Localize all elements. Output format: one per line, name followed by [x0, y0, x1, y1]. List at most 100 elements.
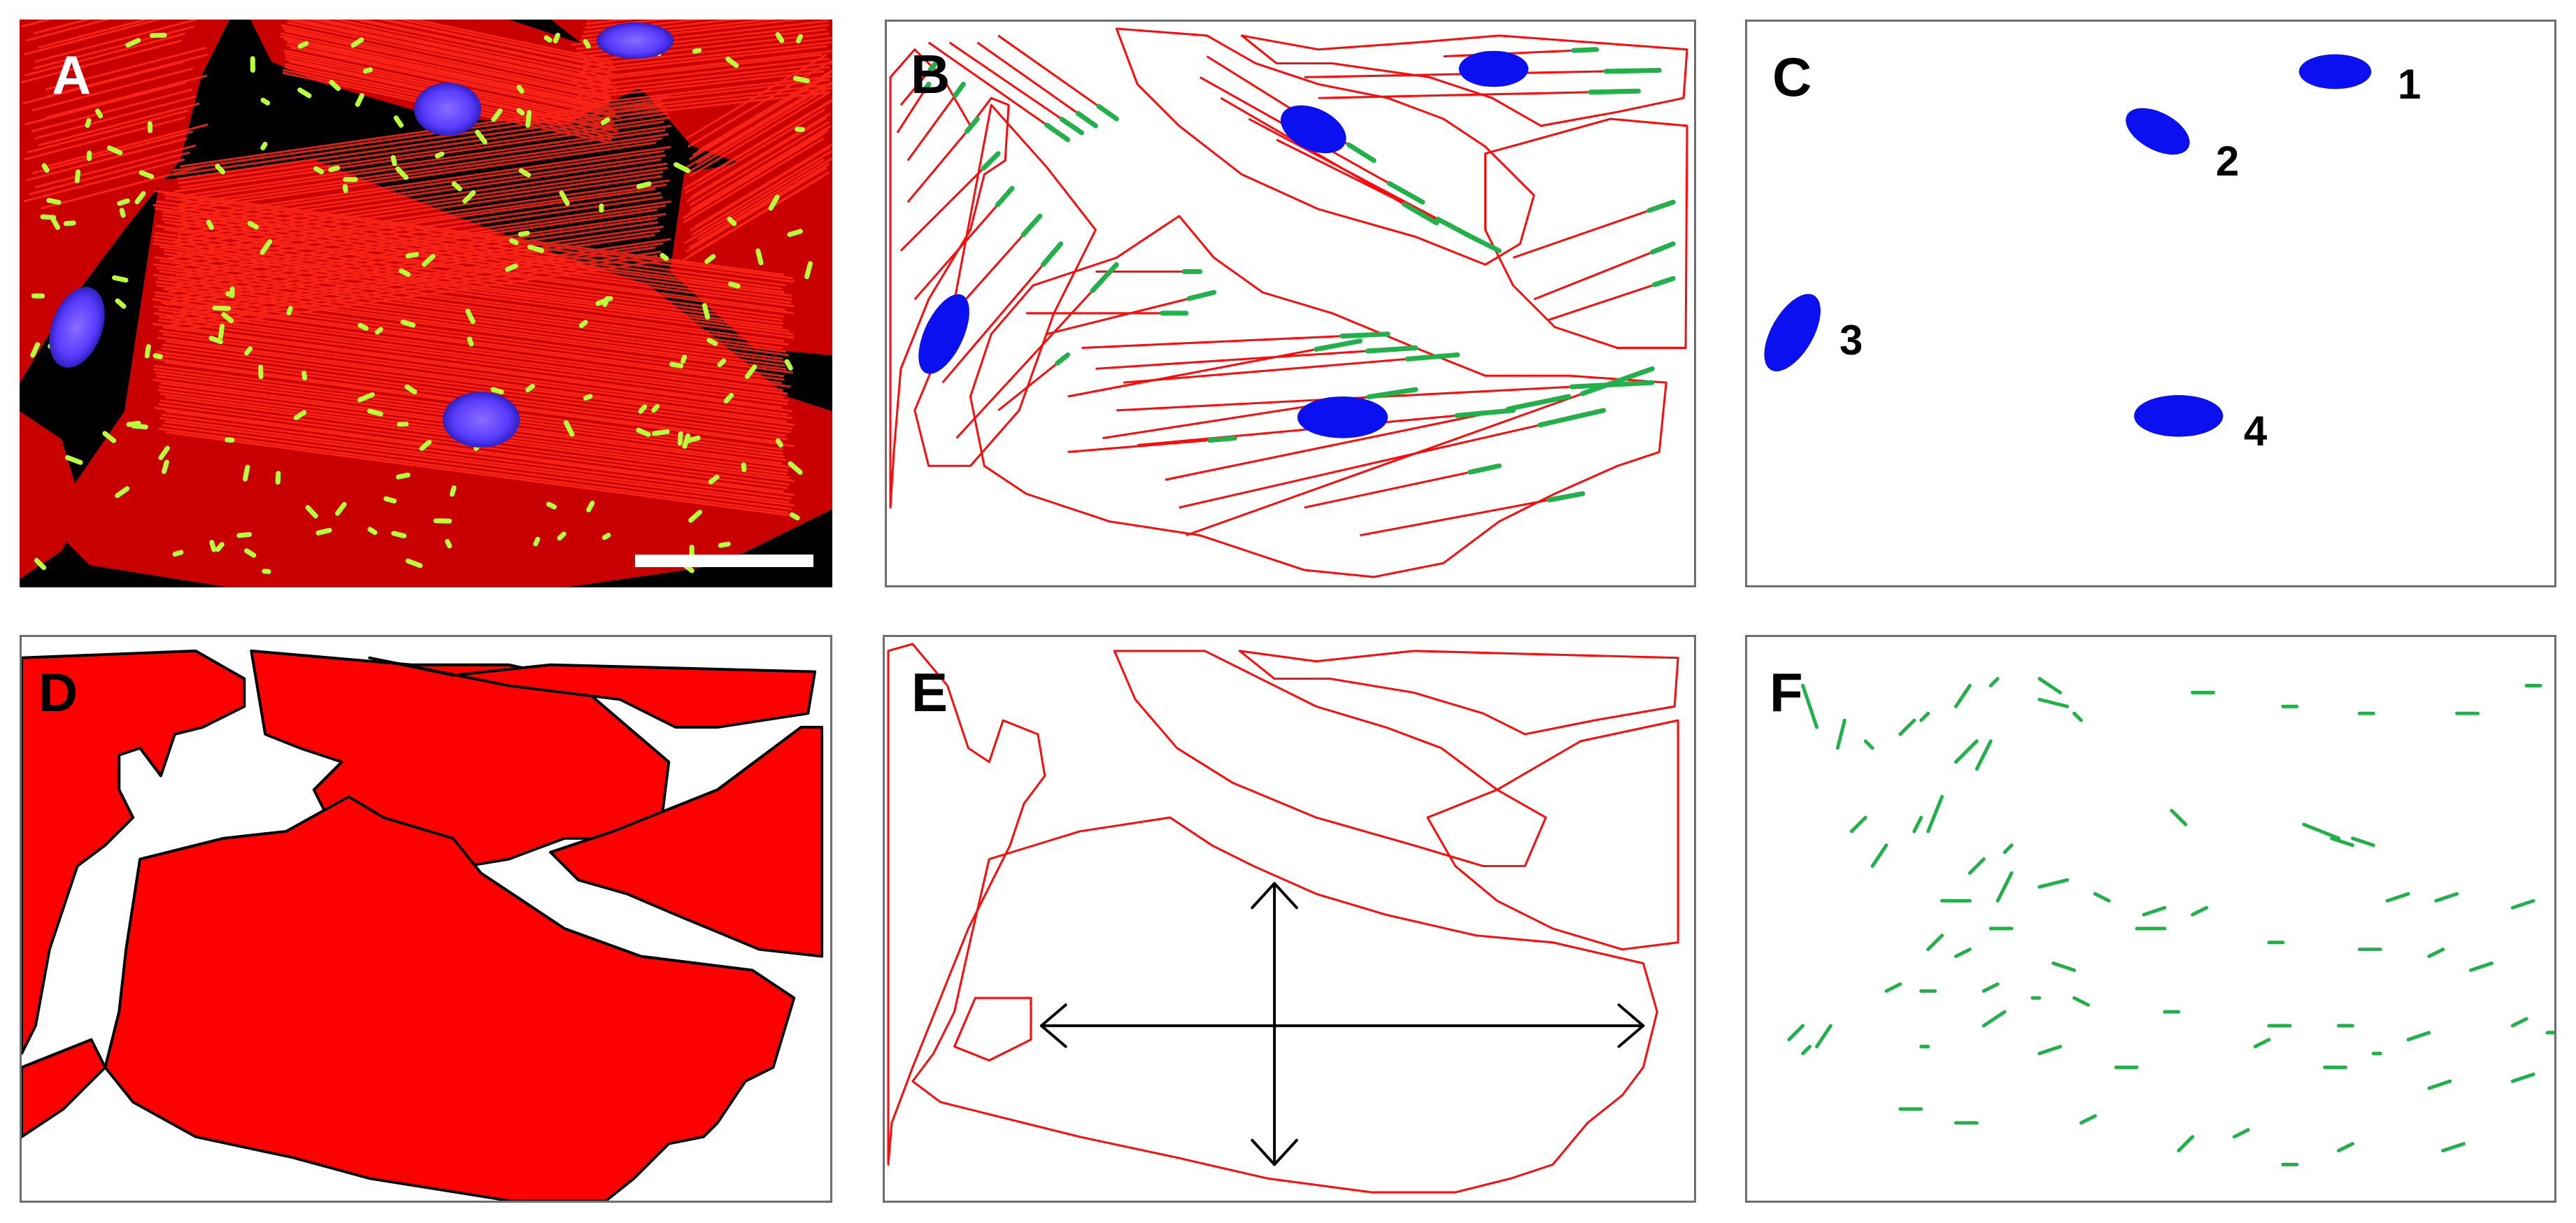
adhesion-dot: [328, 165, 341, 173]
actin-fiber: [165, 187, 656, 260]
nuclei-map: [1764, 54, 2372, 437]
adhesion-segment: [1919, 711, 1930, 722]
adhesion-dot: [651, 403, 660, 413]
adhesion-segment: [1075, 110, 1098, 129]
adhesion-dot: [34, 557, 47, 571]
actin-fiber: [179, 179, 670, 252]
adhesion-segment: [1044, 122, 1071, 143]
adhesion-segment: [1404, 352, 1460, 362]
adhesion-segment: [2072, 711, 2084, 722]
adhesion-segment: [1988, 677, 2000, 687]
adhesion-segment: [1402, 201, 1439, 226]
actin-fiber: [580, 62, 832, 92]
adhesion-dot: [755, 248, 764, 266]
actin-fiber: [689, 91, 830, 178]
actin-fiber: [171, 250, 662, 323]
focal-adhesions-map: [1787, 677, 2554, 1166]
adhesion-dot: [788, 461, 803, 475]
adhesion-dot: [725, 56, 739, 69]
adhesion-segment: [2302, 822, 2341, 841]
adhesion-dot: [106, 145, 123, 155]
actin-fiber: [578, 66, 830, 96]
actin-fiber: [172, 175, 662, 248]
adhesion-segment: [2232, 1128, 2250, 1139]
adhesion-segment: [1096, 103, 1119, 122]
adhesion-dot: [563, 420, 575, 437]
actin-fiber: [159, 270, 789, 357]
actin-fiber: [685, 83, 827, 169]
actin-fiber: [316, 20, 612, 83]
adhesion-dot: [434, 151, 445, 159]
actin-fiber: [582, 36, 832, 67]
adhesion-dot: [405, 252, 419, 259]
actin-fiber: [280, 24, 611, 96]
adhesion-segment: [1863, 739, 1874, 750]
adhesion-dot: [126, 420, 141, 427]
actin-fiber: [172, 137, 662, 210]
adhesion-dot: [636, 181, 652, 189]
adhesion-segment: [1649, 241, 1676, 255]
actin-fiber: [290, 46, 620, 119]
adhesion-segment: [2170, 808, 2188, 827]
principal-axes: [1039, 882, 1645, 1166]
actin-fiber: [583, 41, 832, 71]
adhesion-dot: [125, 38, 141, 48]
adhesion-dot: [405, 558, 423, 568]
stress-fiber: [1067, 437, 1235, 453]
adhesion-dot: [30, 342, 41, 358]
adhesion-dot: [602, 532, 611, 541]
adhesion-dot: [768, 194, 780, 211]
adhesion-dot: [518, 230, 530, 237]
actin-fiber: [164, 221, 795, 308]
actin-fiber: [172, 196, 663, 269]
adhesion-segment: [1884, 982, 1902, 993]
actin-fiber: [685, 53, 827, 140]
adhesion-dot: [744, 364, 757, 379]
actin-fiber: [162, 343, 792, 430]
adhesion-dot: [102, 431, 117, 443]
actin-fiber: [177, 183, 667, 256]
adhesion-segment: [995, 185, 1015, 208]
adhesion-dot: [688, 509, 702, 523]
adhesion-segment: [1849, 815, 1867, 834]
adhesion-dot: [390, 155, 397, 166]
actin-fiber: [33, 25, 194, 70]
adhesion-dot: [741, 462, 747, 472]
panel-label-a: A: [52, 44, 92, 106]
actin-fiber: [176, 204, 667, 277]
actin-fiber: [685, 166, 827, 253]
adhesion-segment: [2427, 947, 2445, 959]
adhesion-segment: [1314, 338, 1362, 352]
actin-fiber: [164, 410, 795, 496]
adhesion-dot: [64, 455, 83, 465]
adhesion-segment: [1454, 408, 1516, 418]
adhesion-dot: [600, 117, 611, 126]
adhesion-segment: [1801, 1045, 1812, 1056]
adhesion-segment: [981, 151, 1001, 171]
adhesion-dot: [244, 346, 252, 356]
adhesion-dot: [162, 459, 169, 474]
stress-fiber: [1443, 48, 1597, 58]
actin-fiber: [162, 326, 793, 413]
adhesion-segment: [2037, 1045, 2063, 1056]
adhesion-dot: [682, 433, 690, 449]
adhesion-segment: [2093, 892, 2111, 903]
actin-fiber: [690, 124, 832, 211]
actin-fiber: [687, 62, 829, 148]
actin-fiber: [166, 141, 657, 214]
adhesion-segment: [1346, 142, 1376, 163]
adhesion-dot: [243, 464, 250, 482]
adhesion-segment: [1954, 684, 1972, 708]
actin-fiber: [162, 333, 792, 420]
nucleus-label-4: 4: [2244, 408, 2268, 455]
stress-fiber: [1512, 201, 1674, 259]
actin-fiber: [161, 347, 791, 434]
adhesion-dot: [63, 220, 76, 227]
actin-fiber: [165, 246, 656, 319]
adhesion-segment: [927, 61, 939, 72]
adhesion-dot: [138, 170, 155, 179]
adhesion-dot: [516, 85, 525, 94]
adhesion-dot: [134, 191, 146, 205]
adhesion-dot: [475, 129, 488, 145]
adhesion-dot: [357, 392, 375, 403]
